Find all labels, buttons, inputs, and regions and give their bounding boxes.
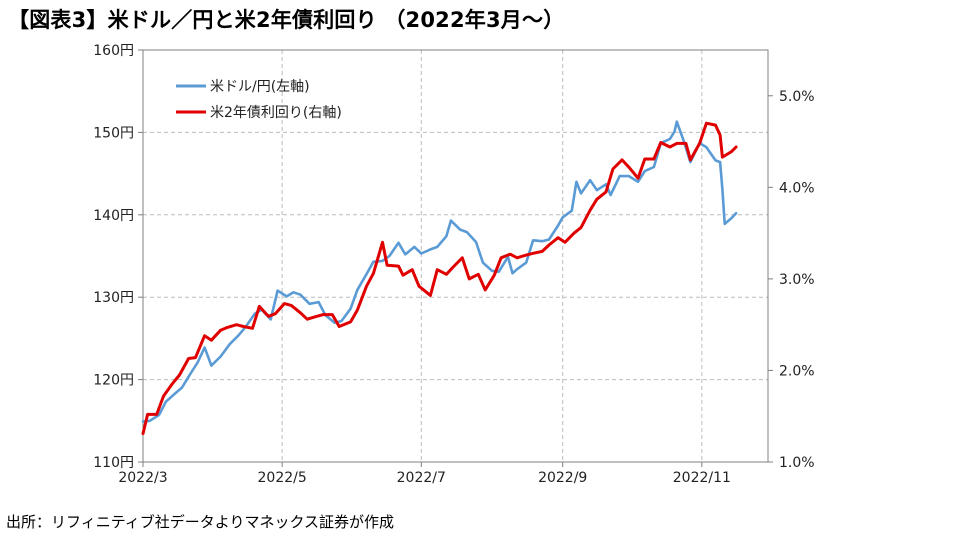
left-axis-ticks: 110円 120円 130円 140円 150円 160円 [93, 43, 143, 471]
y-right-tick-label: 4.0% [779, 180, 815, 196]
x-tick-label: 2022/7 [397, 470, 446, 486]
y-left-tick-label: 140円 [93, 208, 134, 224]
y-right-tick-label: 2.0% [779, 363, 815, 379]
source-note: 出所：リフィニティブ社データよりマネックス証券が作成 [6, 513, 395, 531]
plot-frame [142, 49, 769, 463]
legend-label: 米ドル/円(左軸) [210, 79, 310, 95]
y-right-tick-label: 5.0% [779, 89, 815, 105]
y-left-tick-label: 160円 [93, 43, 134, 59]
right-axis-ticks: 1.0% 2.0% 3.0% 4.0% 5.0% [768, 89, 815, 471]
y-right-tick-label: 1.0% [779, 455, 815, 471]
y-right-tick-label: 3.0% [779, 272, 815, 288]
legend-label: 米2年債利回り(右軸) [210, 105, 342, 121]
series-layer [141, 120, 738, 436]
horizontal-gridlines [143, 131, 768, 381]
y-left-tick-label: 110円 [93, 455, 134, 471]
y-left-tick-label: 130円 [93, 290, 134, 306]
x-tick-label: 2022/3 [118, 470, 167, 486]
page-title: 【図表3】米ドル／円と米2年債利回り （2022年3月～） [8, 8, 565, 32]
x-tick-label: 2022/11 [673, 470, 731, 486]
x-tick-label: 2022/5 [258, 470, 307, 486]
legend: 米ドル/円(左軸) 米2年債利回り(右軸) [176, 79, 342, 121]
y-left-tick-label: 150円 [93, 125, 134, 141]
x-tick-label: 2022/9 [538, 470, 587, 486]
y-left-tick-label: 120円 [93, 373, 134, 389]
vertical-gridlines [281, 50, 703, 462]
x-axis-ticks: 2022/3 2022/5 2022/7 2022/9 2022/11 [118, 462, 731, 486]
series-line-us2y [141, 121, 738, 436]
